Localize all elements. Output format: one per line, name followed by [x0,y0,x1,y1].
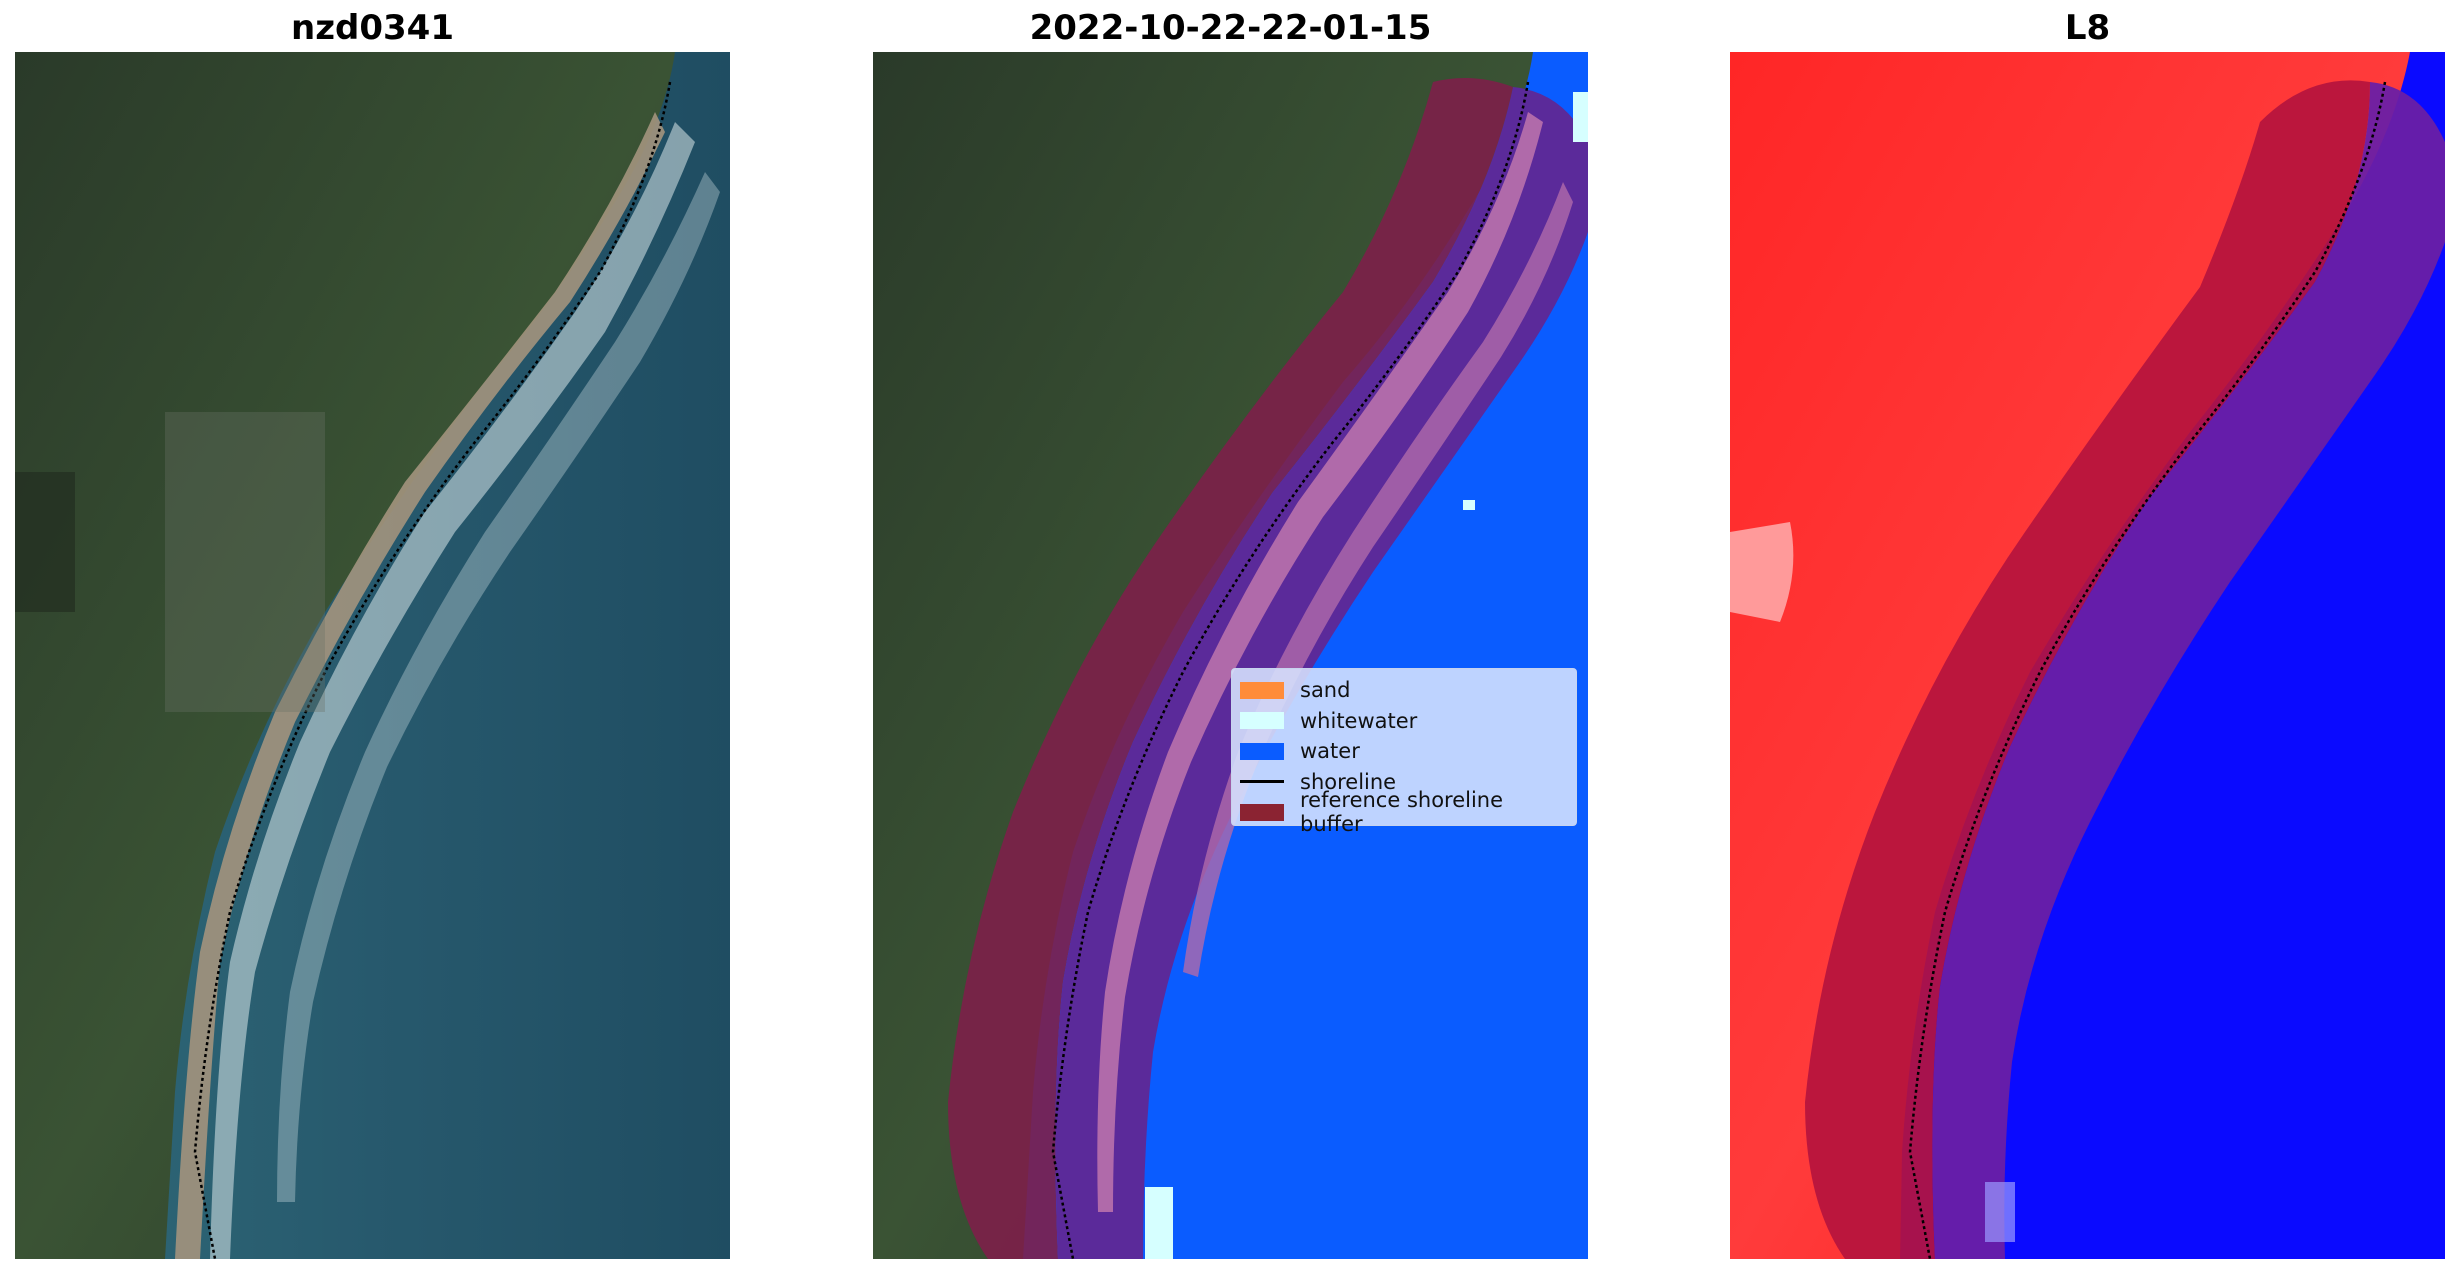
whitewater-patch [1463,500,1475,510]
legend-item-water: water [1240,736,1568,767]
buffer-band-2 [1183,182,1573,977]
legend-item-sand: sand [1240,675,1568,706]
legend-item-shoreline: shoreline [1240,767,1568,798]
buffer-water-side [1055,87,1588,1259]
legend-item-buffer: reference shoreline buffer [1240,788,1568,836]
whitewater-patch [1573,92,1588,142]
index-buffer-land [1805,80,2370,1259]
index-whitewater [1985,1182,2015,1242]
legend-label: sand [1300,678,1351,703]
legend-label: whitewater [1300,708,1418,733]
shoreline [1908,81,2387,1259]
legend-swatch-sand [1240,681,1284,699]
rgb-satellite-image [15,52,730,1259]
panel-title-rgb: nzd0341 [291,8,454,48]
buffer-band-1 [1097,112,1543,1212]
buffer-land-side [948,78,1513,1259]
surf-zone-outer [277,172,720,1202]
panel-title-index: L8 [2064,8,2111,48]
hill-shadow [15,472,75,612]
legend-item-whitewater: whitewater [1240,706,1568,737]
whitewater-patch [1145,1187,1173,1259]
legend-swatch-shoreline [1240,780,1284,784]
legend: sand whitewater water shoreline referenc… [1231,668,1577,836]
panel-title-classified: 2022-10-22-22-01-15 [1029,8,1432,48]
legend-label: shoreline [1300,769,1397,794]
legend-label: water [1300,739,1360,764]
legend-swatch-whitewater [1240,712,1284,730]
index-land-highlight [1730,522,1794,622]
surf-zone [210,122,695,1259]
legend-swatch-buffer [1240,803,1284,821]
shoreline [193,81,672,1259]
index-image [1730,52,2445,1259]
legend-swatch-water [1240,742,1284,760]
index-buffer-water [1932,82,2445,1259]
land-area [15,52,675,1259]
shoreline [1051,81,1530,1259]
classified-image [873,52,1588,1259]
legend-label: reference shoreline buffer [1300,788,1504,837]
town-area [165,412,325,712]
